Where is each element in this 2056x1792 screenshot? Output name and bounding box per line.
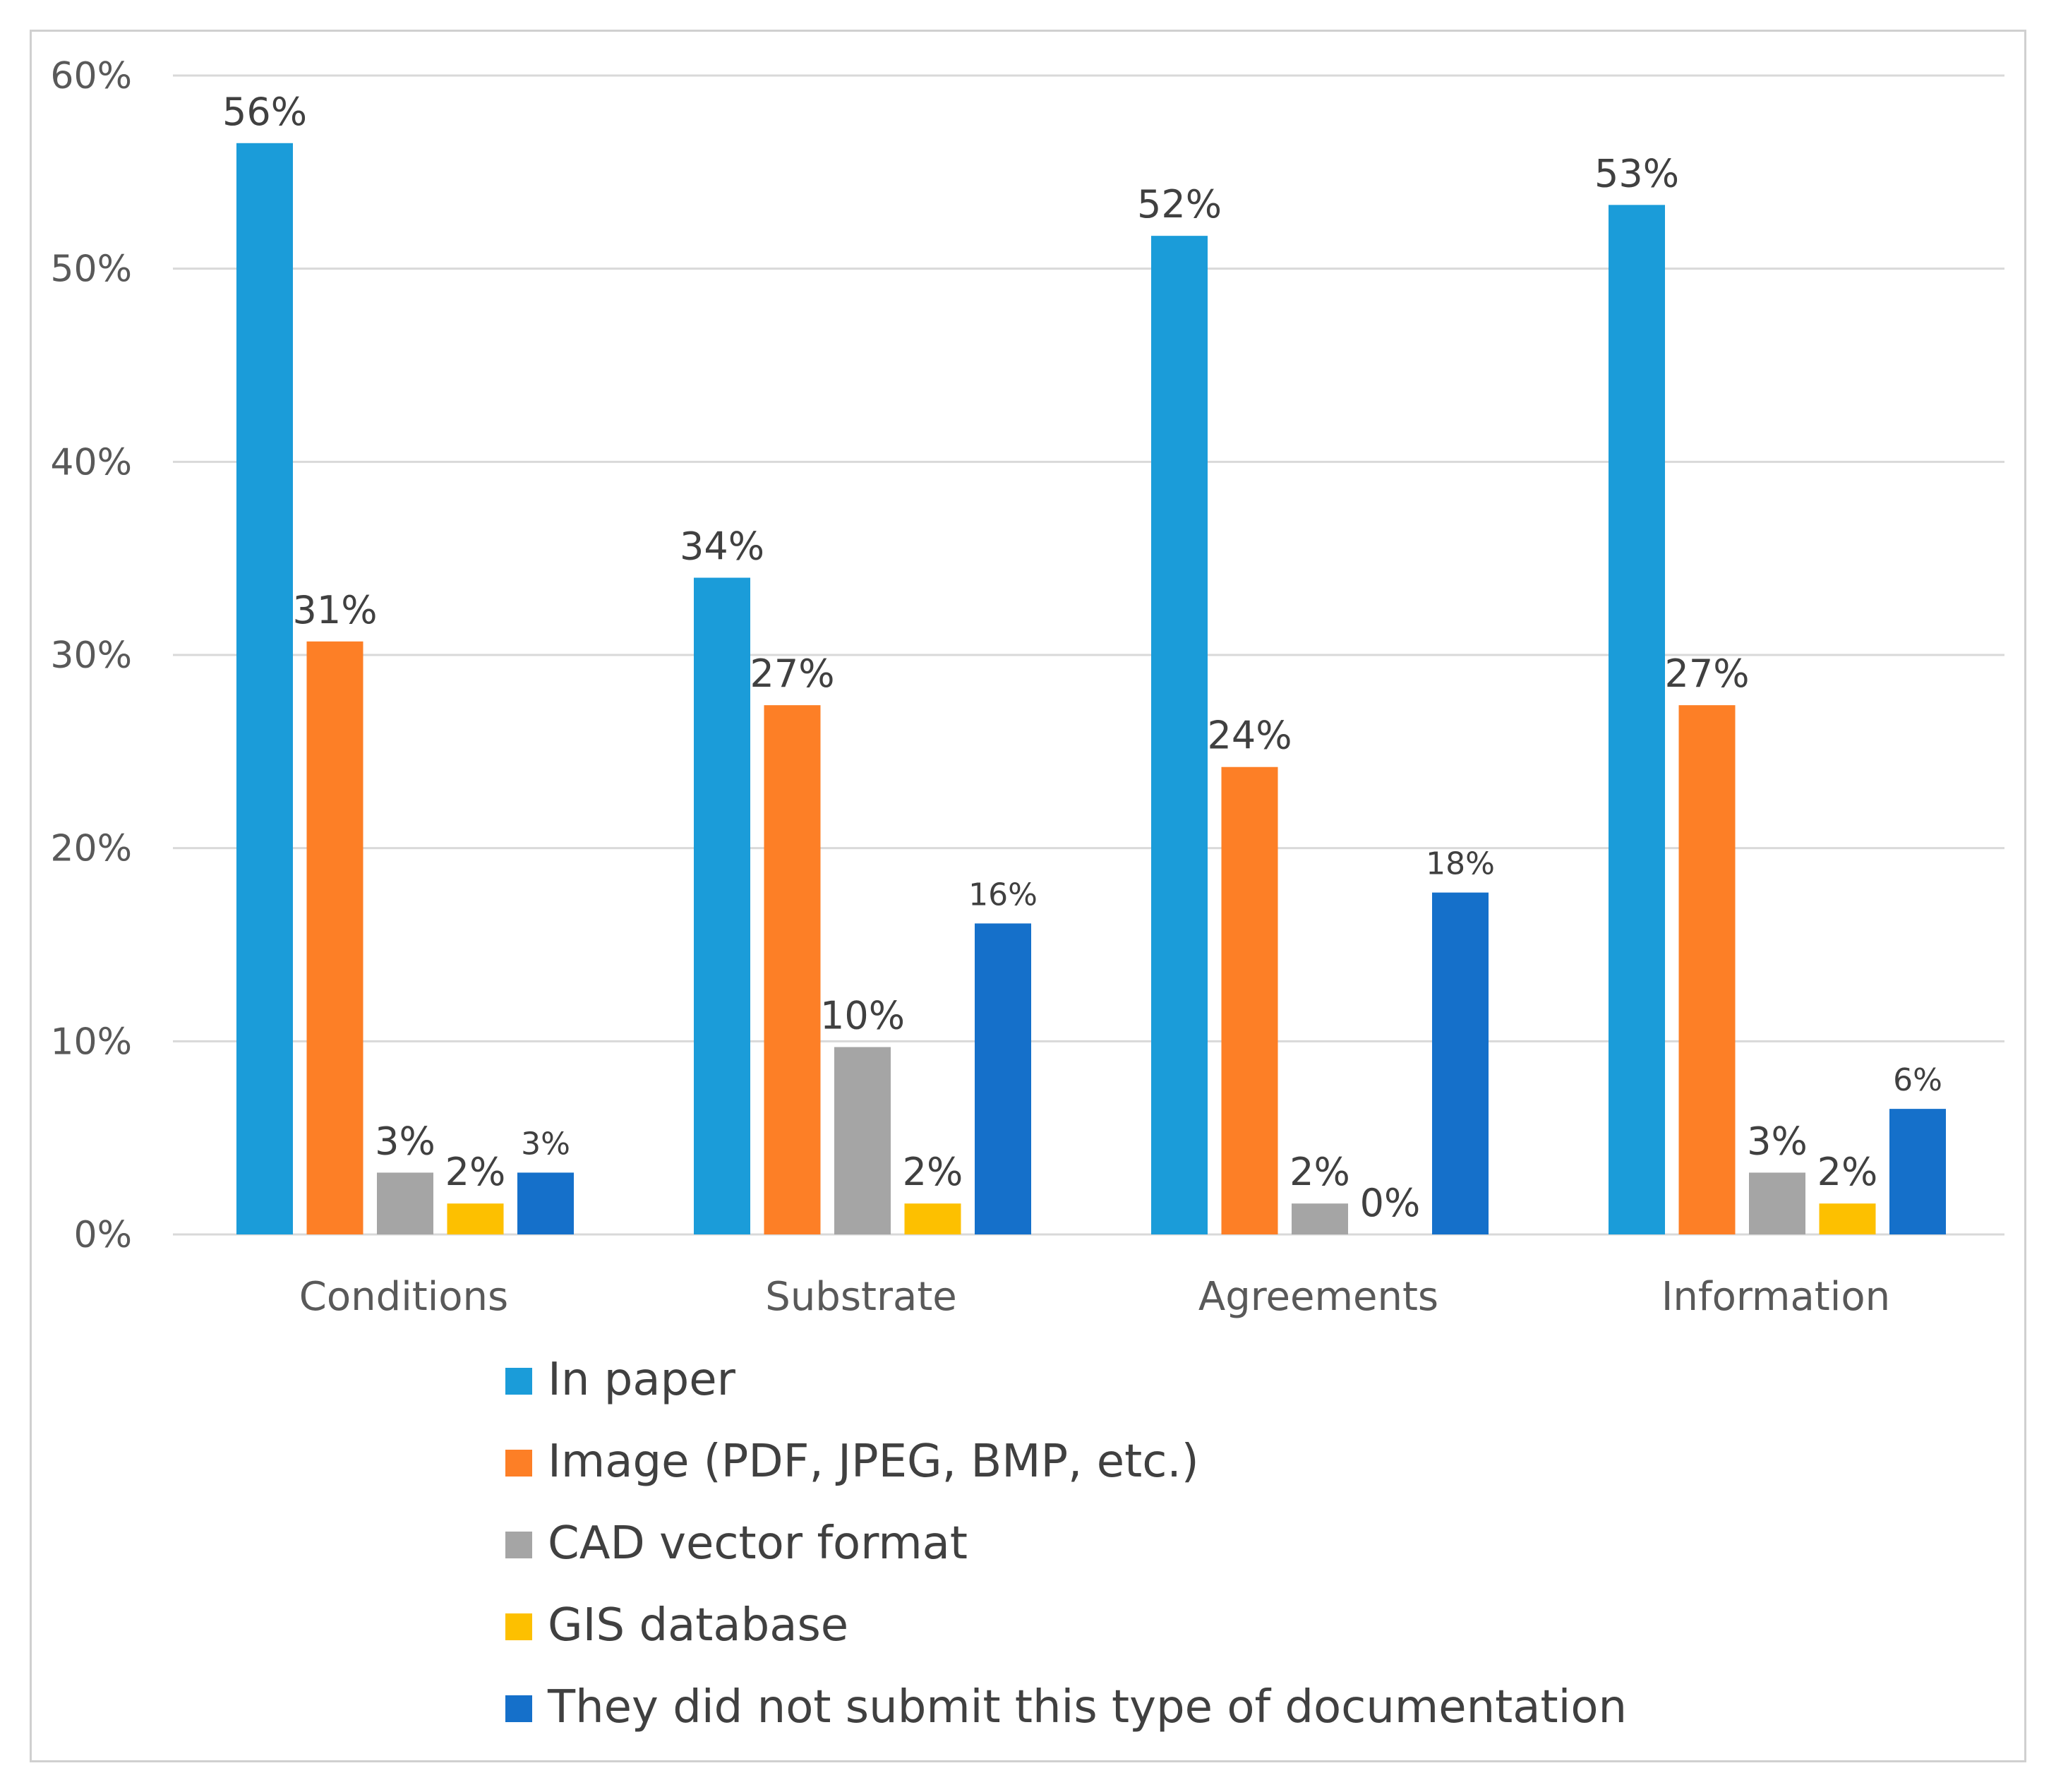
x-category-label: Substrate	[765, 1274, 956, 1320]
data-label: 0%	[1360, 1181, 1421, 1225]
legend-swatch	[505, 1532, 532, 1558]
data-label: 27%	[750, 651, 834, 696]
data-label: 52%	[1137, 182, 1222, 227]
data-label: 2%	[1817, 1150, 1878, 1194]
bar	[975, 923, 1031, 1234]
data-label: 18%	[1426, 846, 1495, 882]
bar	[1749, 1172, 1805, 1234]
bar	[1292, 1203, 1348, 1234]
bar	[1678, 705, 1736, 1234]
bar	[1889, 1109, 1946, 1234]
x-category-label: Information	[1661, 1274, 1890, 1320]
legend-swatch	[505, 1368, 532, 1395]
data-label: 53%	[1594, 151, 1679, 196]
x-category-label: Agreements	[1198, 1274, 1438, 1320]
data-label: 2%	[445, 1150, 506, 1194]
data-label: 24%	[1207, 714, 1292, 758]
y-tick-label: 50%	[50, 248, 132, 291]
legend-entry: Image (PDF, JPEG, BMP, etc.)	[548, 1436, 1199, 1488]
legend-swatch	[505, 1695, 532, 1722]
data-label: 6%	[1893, 1062, 1942, 1098]
y-tick-label: 0%	[74, 1214, 133, 1256]
y-tick-label: 40%	[50, 441, 132, 483]
y-tick-label: 30%	[50, 635, 132, 677]
bar	[1819, 1203, 1876, 1234]
y-tick-label: 10%	[50, 1021, 132, 1063]
bar	[834, 1047, 891, 1234]
bar	[306, 641, 363, 1234]
legend-entry: They did not submit this type of documen…	[547, 1681, 1627, 1733]
data-label: 2%	[1289, 1150, 1350, 1194]
bar	[1609, 205, 1665, 1234]
data-label: 56%	[222, 90, 307, 134]
bar	[694, 577, 750, 1234]
legend-entry: In paper	[548, 1354, 736, 1406]
x-category-label: Conditions	[299, 1274, 508, 1320]
y-tick-label: 20%	[50, 828, 132, 870]
bar	[1221, 766, 1278, 1234]
bar	[517, 1172, 574, 1234]
data-label: 34%	[680, 524, 764, 569]
bar	[764, 705, 821, 1234]
data-label: 10%	[820, 994, 905, 1038]
bar	[1151, 236, 1208, 1235]
bar	[447, 1203, 504, 1234]
legend-swatch	[505, 1450, 532, 1477]
data-label: 3%	[375, 1119, 435, 1163]
data-label: 2%	[903, 1150, 963, 1194]
data-label: 3%	[521, 1126, 570, 1162]
data-label: 31%	[292, 588, 377, 632]
legend-entry: CAD vector format	[548, 1517, 968, 1570]
bar	[236, 143, 293, 1235]
bar	[1432, 892, 1489, 1234]
legend-entry: GIS database	[548, 1599, 848, 1652]
data-label: 3%	[1747, 1119, 1808, 1163]
y-tick-label: 60%	[50, 55, 132, 97]
bar	[377, 1172, 433, 1234]
legend-swatch	[505, 1613, 532, 1640]
data-label: 27%	[1664, 651, 1749, 696]
data-label: 16%	[968, 877, 1038, 913]
bar	[904, 1203, 961, 1234]
